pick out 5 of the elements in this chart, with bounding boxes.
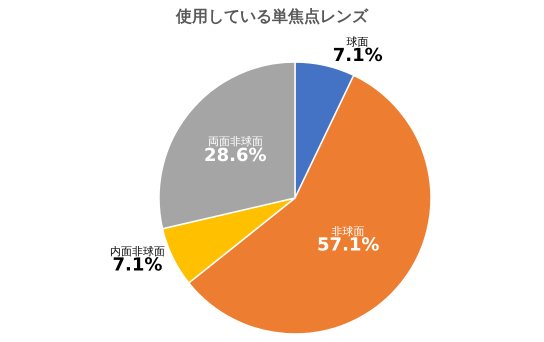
slice-label: 内面非球面 xyxy=(110,244,165,258)
slice-label: 非球面 xyxy=(332,225,365,238)
slice-label: 両面非球面 xyxy=(208,135,263,148)
slice-label: 球面 xyxy=(346,36,369,49)
chart-title: 使用している単焦点レンズ xyxy=(175,6,369,26)
